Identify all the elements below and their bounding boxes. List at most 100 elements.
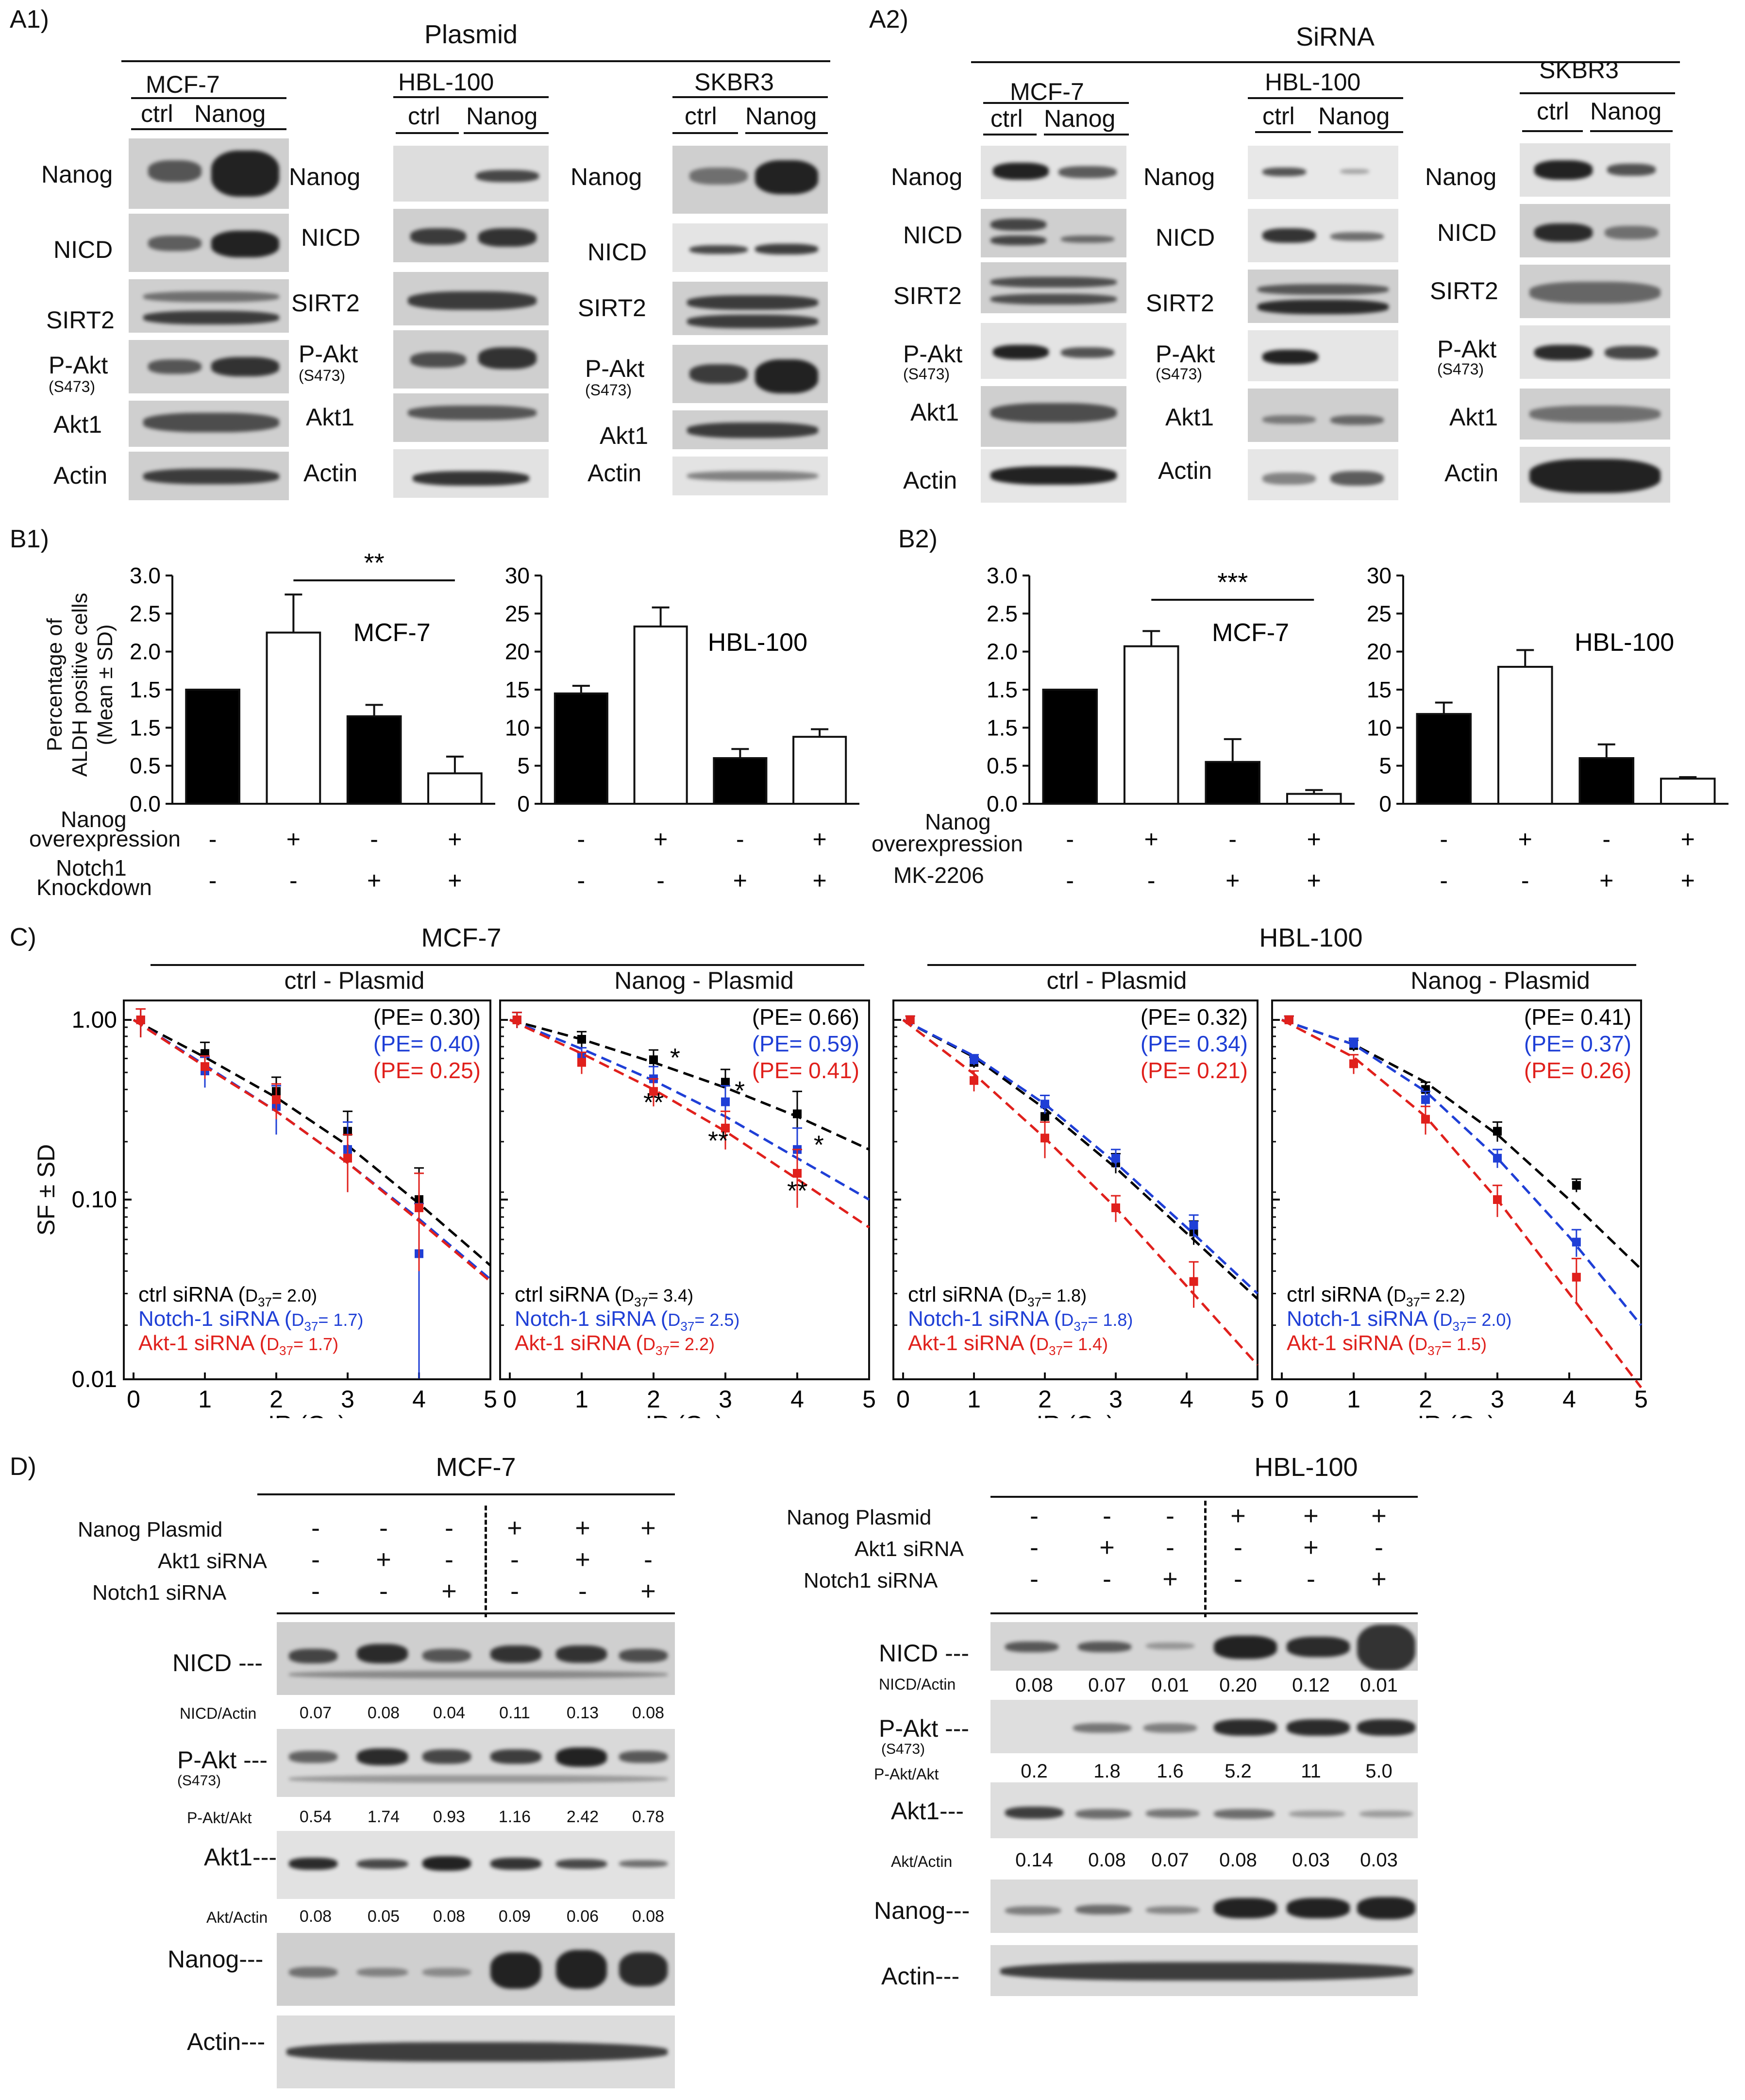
legend-entry: ctrl siRNA (D37= 2.2) [1287,1283,1465,1309]
x-tick-label: 1 [1347,1386,1360,1413]
d-hbl-sign-notch1: - [1234,1564,1242,1593]
row2-sign: + [1225,867,1240,894]
y-tick-label: 2.0 [130,639,161,664]
d-hbl-pakt-ratio-label: P-Akt/Akt [874,1765,939,1783]
legend-d-sub: 37 [1027,1295,1041,1309]
data-point [1284,1016,1293,1024]
x-tick-label: 3 [1109,1386,1123,1413]
legend-name: ctrl siRNA ( [515,1283,621,1306]
legend-d37-value: = 1.7) [318,1310,363,1330]
legend-d-sub: 37 [655,1343,670,1358]
a2-mcf7-rule [983,102,1129,104]
a2-mcf7-nanog-row: Nanog [891,163,963,190]
d-mcf7-nicd-blot [277,1622,675,1695]
a2-skbr3-pakt-blot [1520,325,1670,379]
a1-hbl-rule [393,96,549,98]
a2-mcf7-sirt2-blot [981,262,1126,313]
data-point [1421,1115,1430,1124]
d-hbl-sign-notch1: + [1371,1564,1387,1593]
bar [427,772,483,805]
x-tick-label: 5 [484,1386,497,1413]
y-tick-label: 15 [1367,677,1392,702]
legend-d-sub: 37 [1427,1343,1442,1358]
x-tick-label: 3 [1491,1386,1504,1413]
d-hbl-nicd-ratio: 0.01 [1151,1675,1189,1696]
legend-entry: ctrl siRNA (D37= 2.0) [138,1283,317,1309]
a1-hbl-nanog-row: Nanog [289,163,361,190]
data-point [1572,1272,1581,1282]
panel-b2-label: B2) [898,525,938,553]
a1-hbl-s473: (S473) [299,367,346,384]
a1-skbr3-sirt2-row: SIRT2 [578,294,646,322]
x-tick-label: 0 [896,1386,910,1413]
row1-sign: - [370,826,378,853]
row1-sign: + [286,826,301,853]
data-point [1493,1153,1502,1163]
d-mcf7-nicd-ratio-label: NICD/Actin [180,1705,257,1722]
a2-hbl-actin-row: Actin [1158,457,1212,484]
a1-skbr3-akt1-row: Akt1 [600,422,649,449]
d-hbl-sign-nanog: - [1030,1501,1039,1530]
d-mcf7-sign-akt1: - [311,1545,320,1574]
data-point [343,1153,352,1163]
pe-label: (PE= 0.26) [1524,1058,1631,1083]
a1-mcf7-label: MCF-7 [146,71,220,98]
y-tick-label: 0.0 [130,791,161,816]
d-mcf7-pakt-label: P-Akt --- [177,1746,268,1774]
bar [1497,666,1553,805]
d-mcf7-sign-akt1: + [575,1545,590,1574]
legend-d-sub: 37 [279,1343,293,1358]
bar-charts: 0.0 0.5 1.5 1.5 2.0 2.5 3.0 - - + - - + + + MCF-7 ** 0 5 10… [130,548,1728,894]
b1-row2-label-2: Knockdown [36,875,152,900]
legend-d: D [1440,1310,1452,1330]
data-point [1111,1203,1120,1212]
c-mcf7-rule [151,964,864,966]
d-mcf7-sign-akt1: + [376,1545,391,1574]
d-hbl-pakt-ratio: 1.6 [1157,1761,1184,1782]
d-mcf7-sign-notch1: + [640,1576,656,1606]
x-tick-label: 5 [1251,1386,1264,1413]
x-tick-label: 0 [503,1386,517,1413]
a1-hbl-akt1-blot [393,393,549,442]
row1-sign: + [1518,826,1532,853]
a2-mcf7-akt1-blot [981,386,1126,447]
y-tick-label: 1.5 [987,715,1018,740]
bar-chart-b1_mcf7: 0.0 0.5 1.5 1.5 2.0 2.5 3.0 - - + - - + + + MCF-7 ** [130,548,495,894]
d-mcf7-sign-notch1: - [510,1576,519,1606]
d-mcf7-nanog-plasmid: Nanog Plasmid [78,1518,223,1541]
data-point [1040,1100,1049,1109]
b2-row1-label: Nanog [925,809,991,834]
legend-d-sub: 37 [1049,1343,1063,1358]
row1-sign: - [1602,826,1611,853]
a1-mcf7-pakt-blot [129,340,289,393]
d-hbl-akt1-sirna: Akt1 siRNA [855,1537,964,1561]
a2-mcf7-nanog-blot [981,146,1126,199]
legend-d37-value: = 2.0) [272,1286,317,1305]
a2-skbr3-label: SKBR3 [1539,56,1619,84]
legend-d: D [1036,1334,1049,1354]
row1-sign: - [577,826,586,853]
d-hbl-akt-ratio: 0.03 [1292,1849,1330,1871]
data-point [415,1203,423,1212]
d-mcf7-akt-ratio: 0.08 [433,1907,466,1926]
bar [792,736,847,805]
legend-name: Notch-1 siRNA ( [138,1307,292,1331]
a2-hbl-nanog-blot [1248,146,1398,199]
d-hbl-actin-blot [990,1945,1418,1996]
data-point [793,1109,802,1118]
fit-curve [902,1019,1258,1366]
y-tick-label: 1.00 [72,1007,117,1033]
a2-hbl-nanog-row: Nanog [1143,163,1215,190]
panel-c-label: C) [10,923,36,951]
survival-chart-c_mcf7_nanog: 012345IR (Gy)(PE= 0.66)ctrl siRNA (D37= … [499,999,876,1418]
d-mcf7-sign-akt1: - [445,1545,453,1574]
d-hbl-sign-notch1: + [1162,1564,1178,1593]
a1-hbl-label: HBL-100 [398,68,494,96]
d-hbl-akt-ratio: 0.08 [1088,1849,1126,1871]
d-mcf7-nicd-ratio: 0.08 [367,1704,400,1722]
x-tick-label: 4 [1562,1386,1576,1413]
d-mcf7-rule [257,1493,675,1495]
d-hbl-sign-akt1: + [1099,1533,1115,1562]
a2-hbl-ctrl: ctrl [1262,102,1295,130]
legend-entry: Notch-1 siRNA (D37= 2.5) [515,1307,739,1334]
